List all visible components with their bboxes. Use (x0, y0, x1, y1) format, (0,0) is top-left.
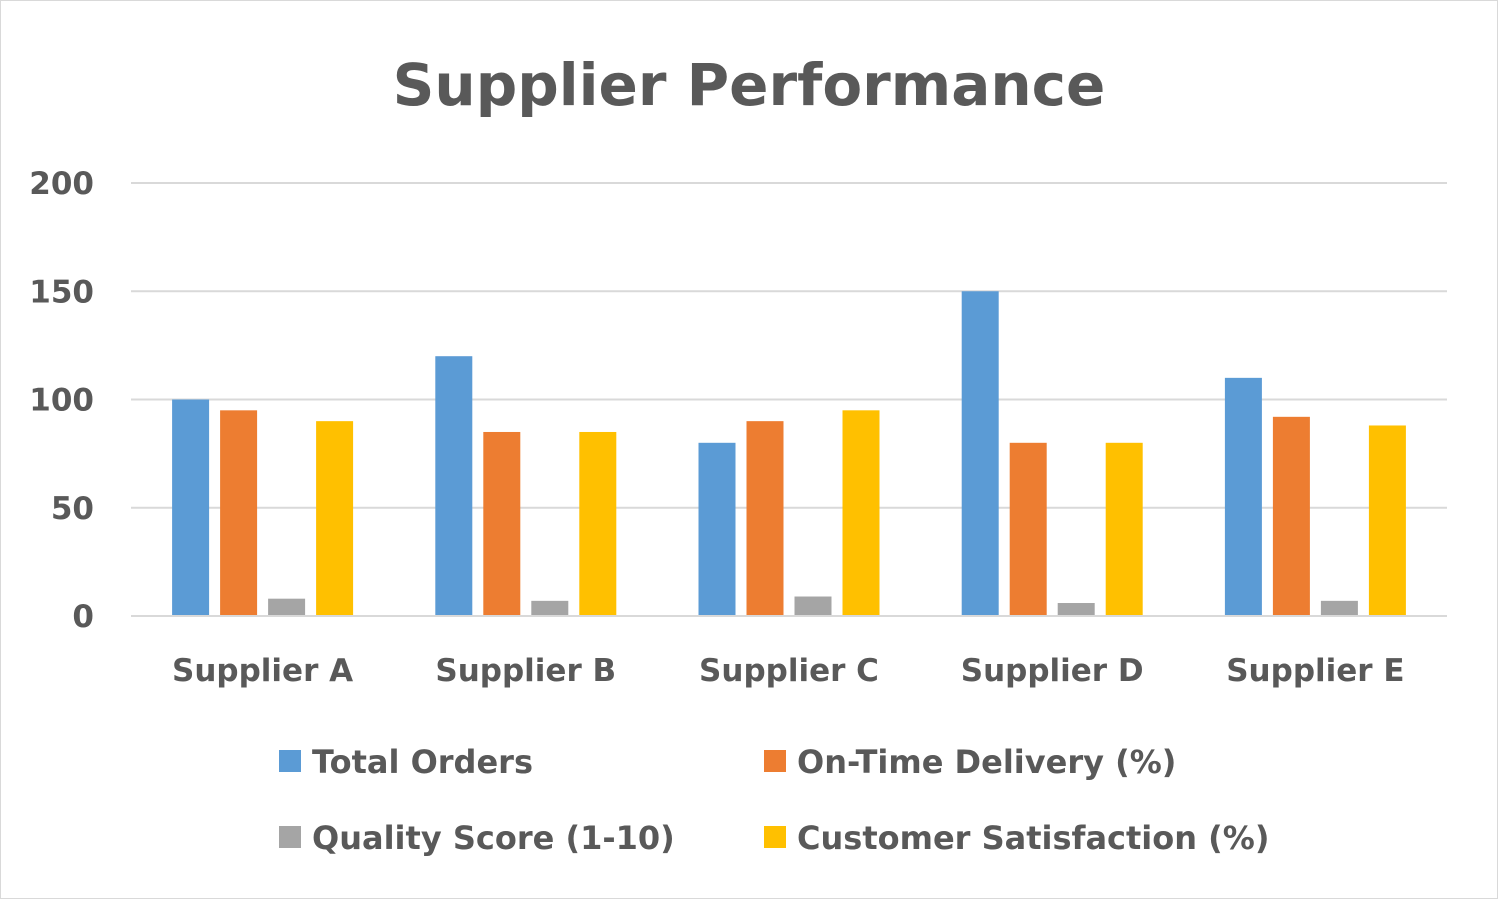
y-axis-ticks: 0 50 100 150 200 (29, 166, 94, 635)
bar-supplier-e-series-3 (1320, 600, 1358, 616)
y-tick-label: 100 (29, 383, 94, 419)
bar-supplier-a-series-1 (172, 399, 210, 616)
chart-title: Supplier Performance (393, 51, 1106, 119)
x-tick-label: Supplier B (435, 653, 616, 689)
x-axis-ticks: Supplier A Supplier B Supplier C Supplier D… (172, 653, 1405, 689)
legend-swatch (279, 826, 301, 848)
bar-supplier-e-series-1 (1224, 377, 1262, 616)
legend-label: Quality Score (1-10) (312, 819, 675, 857)
x-tick-label: Supplier C (699, 653, 879, 689)
legend-swatch (279, 750, 301, 772)
bar-supplier-a-series-2 (220, 410, 258, 616)
bar-supplier-c-series-1 (698, 442, 736, 616)
legend-label: Total Orders (312, 743, 533, 781)
y-tick-label: 150 (29, 274, 94, 310)
bar-supplier-a-series-3 (268, 598, 306, 616)
x-tick-label: Supplier D (961, 653, 1144, 689)
bar-supplier-a-series-4 (316, 421, 354, 616)
bar-supplier-c-series-3 (794, 596, 832, 616)
legend-swatch (764, 826, 786, 848)
bar-supplier-b-series-2 (483, 431, 521, 616)
x-tick-label: Supplier E (1226, 653, 1404, 689)
bar-supplier-b-series-4 (579, 431, 617, 616)
legend-swatch (764, 750, 786, 772)
bar-supplier-c-series-2 (746, 421, 784, 616)
x-tick-label: Supplier A (172, 653, 353, 689)
bar-supplier-b-series-3 (531, 600, 569, 616)
legend-label: Customer Satisfaction (%) (797, 819, 1269, 857)
bars (131, 291, 1447, 617)
bar-supplier-d-series-3 (1057, 603, 1095, 616)
legend-label: On-Time Delivery (%) (797, 743, 1176, 781)
bar-supplier-d-series-2 (1009, 442, 1047, 616)
bar-supplier-d-series-4 (1105, 442, 1143, 616)
legend: Total Orders On-Time Delivery (%) Quality … (279, 743, 1269, 857)
y-tick-label: 0 (72, 599, 94, 635)
bar-supplier-c-series-4 (842, 410, 880, 616)
y-tick-label: 200 (29, 166, 94, 202)
bar-supplier-b-series-1 (435, 356, 473, 616)
bar-supplier-e-series-4 (1368, 425, 1406, 616)
y-tick-label: 50 (51, 491, 94, 527)
bar-supplier-d-series-1 (961, 291, 999, 616)
bar-supplier-e-series-2 (1272, 416, 1310, 616)
